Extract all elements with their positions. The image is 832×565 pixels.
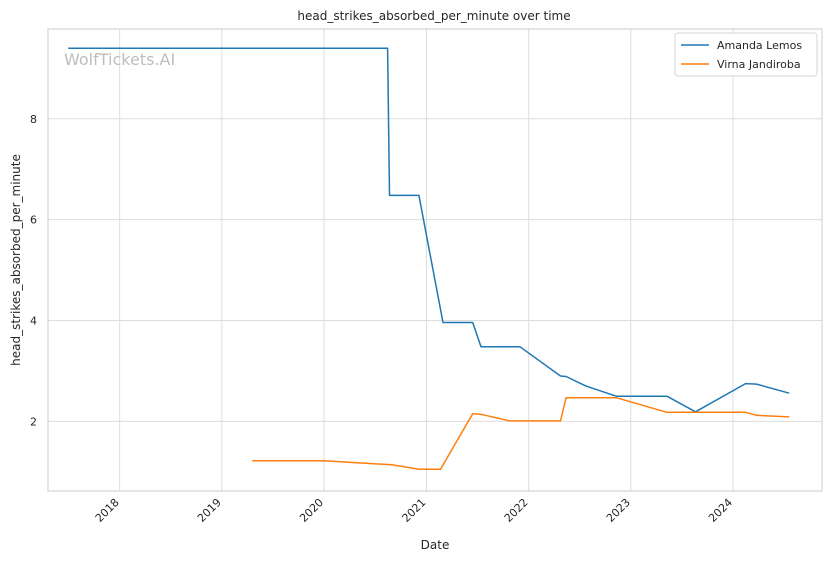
watermark: WolfTickets.AI — [64, 50, 175, 69]
y-axis-label: head_strikes_absorbed_per_minute — [9, 154, 23, 366]
legend-box — [674, 32, 818, 77]
y-tick-label: 6 — [30, 214, 37, 227]
y-tick-label: 4 — [30, 315, 37, 328]
x-tick-label: 2024 — [706, 496, 735, 525]
y-axis-ticks: 2 4 6 8 — [30, 113, 37, 429]
x-axis-ticks: 2018 2019 2020 2021 2022 2023 2024 — [93, 496, 735, 525]
x-tick-label: 2019 — [195, 496, 224, 525]
legend: Amanda Lemos Virna Jandiroba — [674, 32, 818, 77]
series-layer — [68, 47, 790, 471]
y-tick-label: 8 — [30, 113, 37, 126]
x-tick-label: 2020 — [297, 496, 326, 525]
legend-label-amanda-lemos: Amanda Lemos — [717, 39, 802, 52]
chart-title: head_strikes_absorbed_per_minute over ti… — [297, 9, 570, 23]
x-tick-label: 2018 — [93, 496, 122, 525]
series-line-virna-jandiroba — [252, 396, 790, 471]
x-tick-label: 2023 — [604, 496, 633, 525]
series-line-amanda-lemos — [68, 47, 790, 413]
x-axis-label: Date — [421, 538, 450, 552]
x-tick-label: 2021 — [400, 496, 429, 525]
legend-label-virna-jandiroba: Virna Jandiroba — [717, 58, 801, 71]
plot-area-frame — [47, 28, 823, 492]
y-tick-label: 2 — [30, 415, 37, 428]
x-tick-label: 2022 — [502, 496, 531, 525]
grid — [48, 29, 822, 491]
